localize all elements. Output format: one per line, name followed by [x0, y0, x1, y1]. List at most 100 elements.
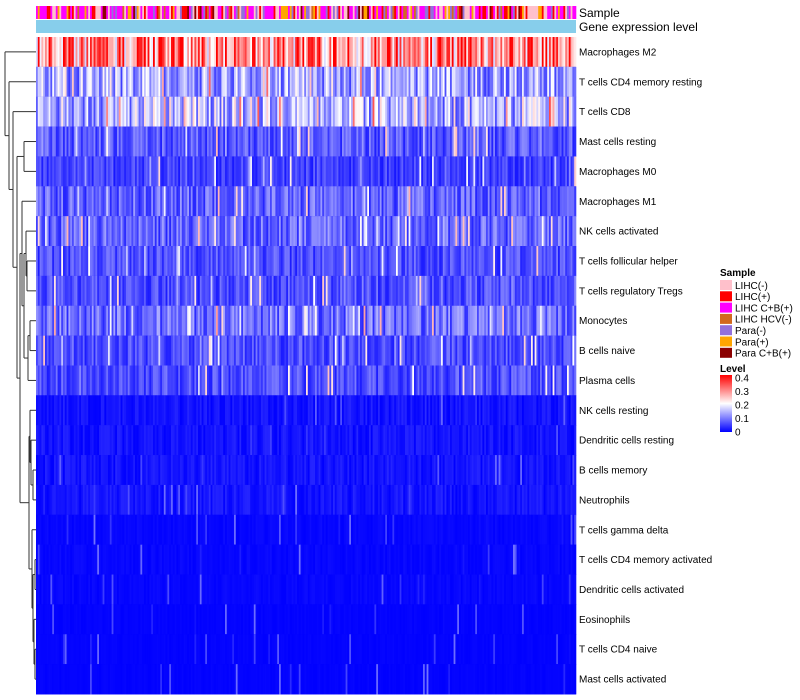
- heatmap-cell: [343, 186, 346, 217]
- heatmap-cell: [520, 66, 523, 98]
- sample-annotation-cell: [527, 6, 530, 19]
- heatmap-cell: [480, 365, 483, 396]
- heatmap-cell: [244, 156, 247, 187]
- heatmap-cell: [75, 335, 78, 366]
- heatmap-cell: [399, 395, 402, 426]
- heatmap-cell: [73, 96, 76, 127]
- heatmap-cell: [363, 275, 366, 307]
- heatmap-cell: [514, 216, 517, 247]
- heatmap-cell: [543, 455, 546, 486]
- heatmap-cell: [192, 335, 195, 366]
- heatmap-cell: [513, 186, 516, 217]
- heatmap-cell: [338, 305, 341, 337]
- heatmap-cell: [262, 425, 265, 456]
- heatmap-cell: [72, 37, 75, 68]
- heatmap-cell: [63, 66, 66, 98]
- heatmap-cell: [190, 484, 193, 516]
- heatmap-cell: [345, 37, 348, 68]
- heatmap-cell: [63, 425, 66, 456]
- heatmap-cell: [311, 455, 314, 486]
- heatmap-cell: [327, 96, 330, 127]
- heatmap-cell: [367, 425, 370, 456]
- heatmap-cell: [550, 335, 553, 366]
- heatmap-cell: [154, 216, 157, 247]
- heatmap-cell: [466, 335, 469, 366]
- heatmap-cell: [282, 365, 285, 396]
- heatmap-cell: [48, 37, 51, 68]
- heatmap-cell: [198, 216, 201, 247]
- heatmap-cell: [138, 335, 141, 366]
- heatmap-cell: [57, 395, 60, 426]
- heatmap-cell: [234, 275, 237, 307]
- heatmap-cell: [135, 395, 138, 426]
- heatmap-cell: [565, 216, 568, 247]
- heatmap-cell: [543, 66, 546, 98]
- heatmap-cell: [156, 126, 159, 157]
- heatmap-cell: [527, 156, 530, 187]
- heatmap-cell: [163, 305, 166, 337]
- heatmap-cell: [435, 156, 438, 187]
- heatmap-cell: [547, 305, 550, 337]
- heatmap-cell: [165, 484, 168, 516]
- heatmap-cell: [336, 365, 339, 396]
- heatmap-cell: [174, 156, 177, 187]
- heatmap-cell: [120, 216, 123, 247]
- heatmap-cell: [288, 126, 291, 157]
- heatmap-cell: [70, 335, 73, 366]
- heatmap-cell: [469, 66, 472, 98]
- heatmap-cell: [82, 37, 85, 68]
- heatmap-cell: [349, 156, 352, 187]
- heatmap-cell: [352, 126, 355, 157]
- heatmap-cell: [541, 395, 544, 426]
- heatmap-cell: [194, 37, 197, 68]
- heatmap-cell: [428, 305, 431, 337]
- sample-annotation-cell: [185, 6, 188, 19]
- heatmap-cell: [372, 156, 375, 187]
- sample-annotation-cell: [520, 6, 523, 19]
- heatmap-cell: [511, 395, 514, 426]
- heatmap-cell: [349, 246, 352, 277]
- heatmap-cell: [435, 455, 438, 486]
- heatmap-cell: [199, 126, 202, 157]
- heatmap-cell: [345, 246, 348, 277]
- heatmap-cell: [369, 455, 372, 486]
- sample-annotation-cell: [369, 6, 372, 19]
- heatmap-row: [36, 37, 577, 68]
- heatmap-cell: [268, 66, 271, 98]
- heatmap-cell: [228, 455, 231, 486]
- heatmap-cell: [383, 395, 386, 426]
- heatmap-cell: [100, 455, 103, 486]
- heatmap-cell: [437, 395, 440, 426]
- heatmap-cell: [88, 66, 91, 98]
- heatmap-cell: [232, 365, 235, 396]
- heatmap-cell: [531, 156, 534, 187]
- heatmap-cell: [455, 156, 458, 187]
- sample-annotation-cell: [140, 6, 143, 19]
- heatmap-cell: [75, 395, 78, 426]
- heatmap-cell: [52, 246, 55, 277]
- heatmap-cell: [496, 365, 499, 396]
- sample-annotation-cell: [455, 6, 458, 19]
- heatmap-cell: [567, 66, 570, 98]
- heatmap-cell: [536, 335, 539, 366]
- heatmap-cell: [226, 455, 229, 486]
- heatmap-cell: [100, 216, 103, 247]
- heatmap-cell: [556, 37, 559, 68]
- heatmap-cell: [525, 395, 528, 426]
- heatmap-cell: [147, 96, 150, 127]
- heatmap-cell: [142, 395, 145, 426]
- heatmap-cell: [277, 455, 280, 486]
- heatmap-cell: [57, 365, 60, 396]
- heatmap-cell: [401, 425, 404, 456]
- heatmap-cell: [167, 395, 170, 426]
- heatmap-cell: [322, 275, 325, 307]
- heatmap-cell: [462, 425, 465, 456]
- heatmap-cell: [403, 216, 406, 247]
- heatmap-cell: [59, 275, 62, 307]
- heatmap-cell: [439, 305, 442, 337]
- heatmap-cell: [237, 96, 240, 127]
- heatmap-cell: [246, 246, 249, 277]
- heatmap-cell: [99, 395, 102, 426]
- heatmap-cell: [196, 335, 199, 366]
- heatmap-cell: [442, 305, 445, 337]
